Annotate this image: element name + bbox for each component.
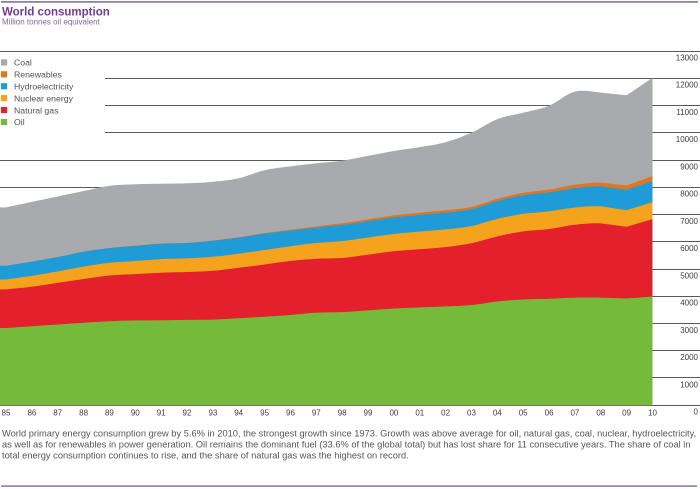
svg-text:99: 99: [364, 409, 373, 418]
svg-text:Natural gas: Natural gas: [14, 105, 59, 115]
svg-text:04: 04: [493, 409, 502, 418]
svg-text:3000: 3000: [680, 326, 698, 335]
svg-text:93: 93: [208, 409, 217, 418]
svg-text:4000: 4000: [680, 299, 698, 308]
svg-text:05: 05: [519, 409, 528, 418]
svg-text:97: 97: [312, 409, 321, 418]
svg-text:9000: 9000: [680, 162, 698, 171]
svg-text:13000: 13000: [676, 54, 699, 63]
svg-text:7000: 7000: [680, 217, 698, 226]
svg-text:87: 87: [53, 409, 62, 418]
svg-text:91: 91: [157, 409, 166, 418]
svg-text:10000: 10000: [676, 135, 699, 144]
svg-text:Nuclear energy: Nuclear energy: [14, 93, 74, 103]
svg-text:94: 94: [234, 409, 243, 418]
svg-text:10: 10: [648, 409, 657, 418]
svg-text:1000: 1000: [680, 380, 698, 389]
svg-text:as well as for renewables in p: as well as for renewables in power gener…: [2, 439, 691, 449]
svg-text:6000: 6000: [680, 244, 698, 253]
svg-text:98: 98: [338, 409, 347, 418]
svg-text:09: 09: [622, 409, 631, 418]
svg-text:8000: 8000: [680, 190, 698, 199]
svg-text:08: 08: [596, 409, 605, 418]
svg-text:0: 0: [694, 408, 699, 417]
svg-text:12000: 12000: [676, 81, 699, 90]
svg-text:07: 07: [570, 409, 579, 418]
svg-text:88: 88: [79, 409, 88, 418]
svg-text:11000: 11000: [676, 108, 698, 117]
svg-text:World primary energy consumpti: World primary energy consumption grew by…: [2, 428, 696, 438]
svg-text:85: 85: [2, 409, 11, 418]
svg-text:Million tonnes oil equivalent: Million tonnes oil equivalent: [2, 18, 101, 27]
svg-text:Coal: Coal: [14, 58, 32, 68]
svg-text:89: 89: [105, 409, 114, 418]
svg-text:total energy consumption conti: total energy consumption continues to ri…: [2, 450, 409, 460]
svg-text:00: 00: [389, 409, 398, 418]
svg-text:World consumption: World consumption: [2, 7, 110, 19]
svg-text:01: 01: [415, 409, 424, 418]
svg-text:96: 96: [286, 409, 295, 418]
svg-text:90: 90: [131, 409, 140, 418]
svg-text:92: 92: [183, 409, 192, 418]
svg-text:02: 02: [441, 409, 450, 418]
svg-text:03: 03: [467, 409, 476, 418]
svg-text:2000: 2000: [680, 353, 698, 362]
svg-text:Oil: Oil: [14, 117, 25, 127]
svg-text:06: 06: [545, 409, 554, 418]
svg-text:Renewables: Renewables: [14, 70, 62, 80]
svg-text:95: 95: [260, 409, 269, 418]
svg-text:86: 86: [27, 409, 36, 418]
svg-text:Hydroelectricity: Hydroelectricity: [14, 81, 74, 91]
svg-text:5000: 5000: [680, 271, 698, 280]
